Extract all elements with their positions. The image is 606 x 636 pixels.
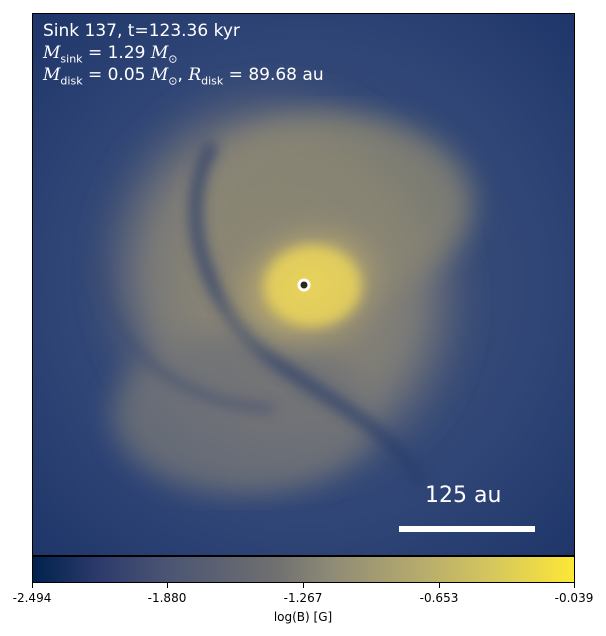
- m-disk-symbol: M: [43, 65, 61, 85]
- m-sun-sub-2: ⊙: [168, 74, 178, 88]
- scale-bar: [399, 526, 535, 532]
- magnetic-field-map: Sink 137, t=123.36 kyr Msink = 1.29 M⊙ M…: [32, 13, 575, 556]
- colorbar-tick-label: -0.039: [554, 591, 594, 605]
- m-sun-symbol-2: M: [150, 65, 169, 85]
- colorbar: [32, 556, 575, 583]
- r-disk-symbol: R: [188, 65, 202, 85]
- r-disk-value: = 89.68 au: [223, 65, 324, 85]
- title-line: Sink 137, t=123.36 kyr: [43, 20, 240, 42]
- r-disk-sub: disk: [201, 74, 224, 88]
- colorbar-tick: [32, 583, 33, 588]
- m-sun-sub: ⊙: [168, 52, 178, 66]
- sink-mass-line: Msink = 1.29 M⊙: [43, 42, 178, 70]
- disk-line: Mdisk = 0.05 M⊙, Rdisk = 89.68 au: [43, 64, 324, 92]
- field-image: [33, 14, 574, 555]
- colorbar-tick-label: -0.653: [419, 591, 459, 605]
- comma-sep: ,: [177, 65, 189, 85]
- m-sink-value: = 1.29: [82, 43, 151, 63]
- colorbar-tick: [303, 583, 304, 588]
- colorbar-tick-label: -1.880: [147, 591, 187, 605]
- colorbar-label: log(B) [G]: [273, 610, 333, 624]
- m-sun-symbol: M: [150, 43, 169, 63]
- m-sink-symbol: M: [43, 43, 61, 63]
- m-disk-sub: disk: [60, 74, 83, 88]
- sink-time-label: Sink 137, t=123.36 kyr: [43, 21, 240, 41]
- colorbar-tick-label: -1.267: [283, 591, 323, 605]
- sink-marker: [297, 278, 311, 292]
- colorbar-tick: [439, 583, 440, 588]
- colorbar-tick-label: -2.494: [12, 591, 52, 605]
- m-sink-sub: sink: [60, 52, 83, 66]
- scale-bar-label: 125 au: [425, 483, 502, 508]
- colorbar-tick: [167, 583, 168, 588]
- colorbar-tick: [574, 583, 575, 588]
- m-disk-value: = 0.05: [82, 65, 151, 85]
